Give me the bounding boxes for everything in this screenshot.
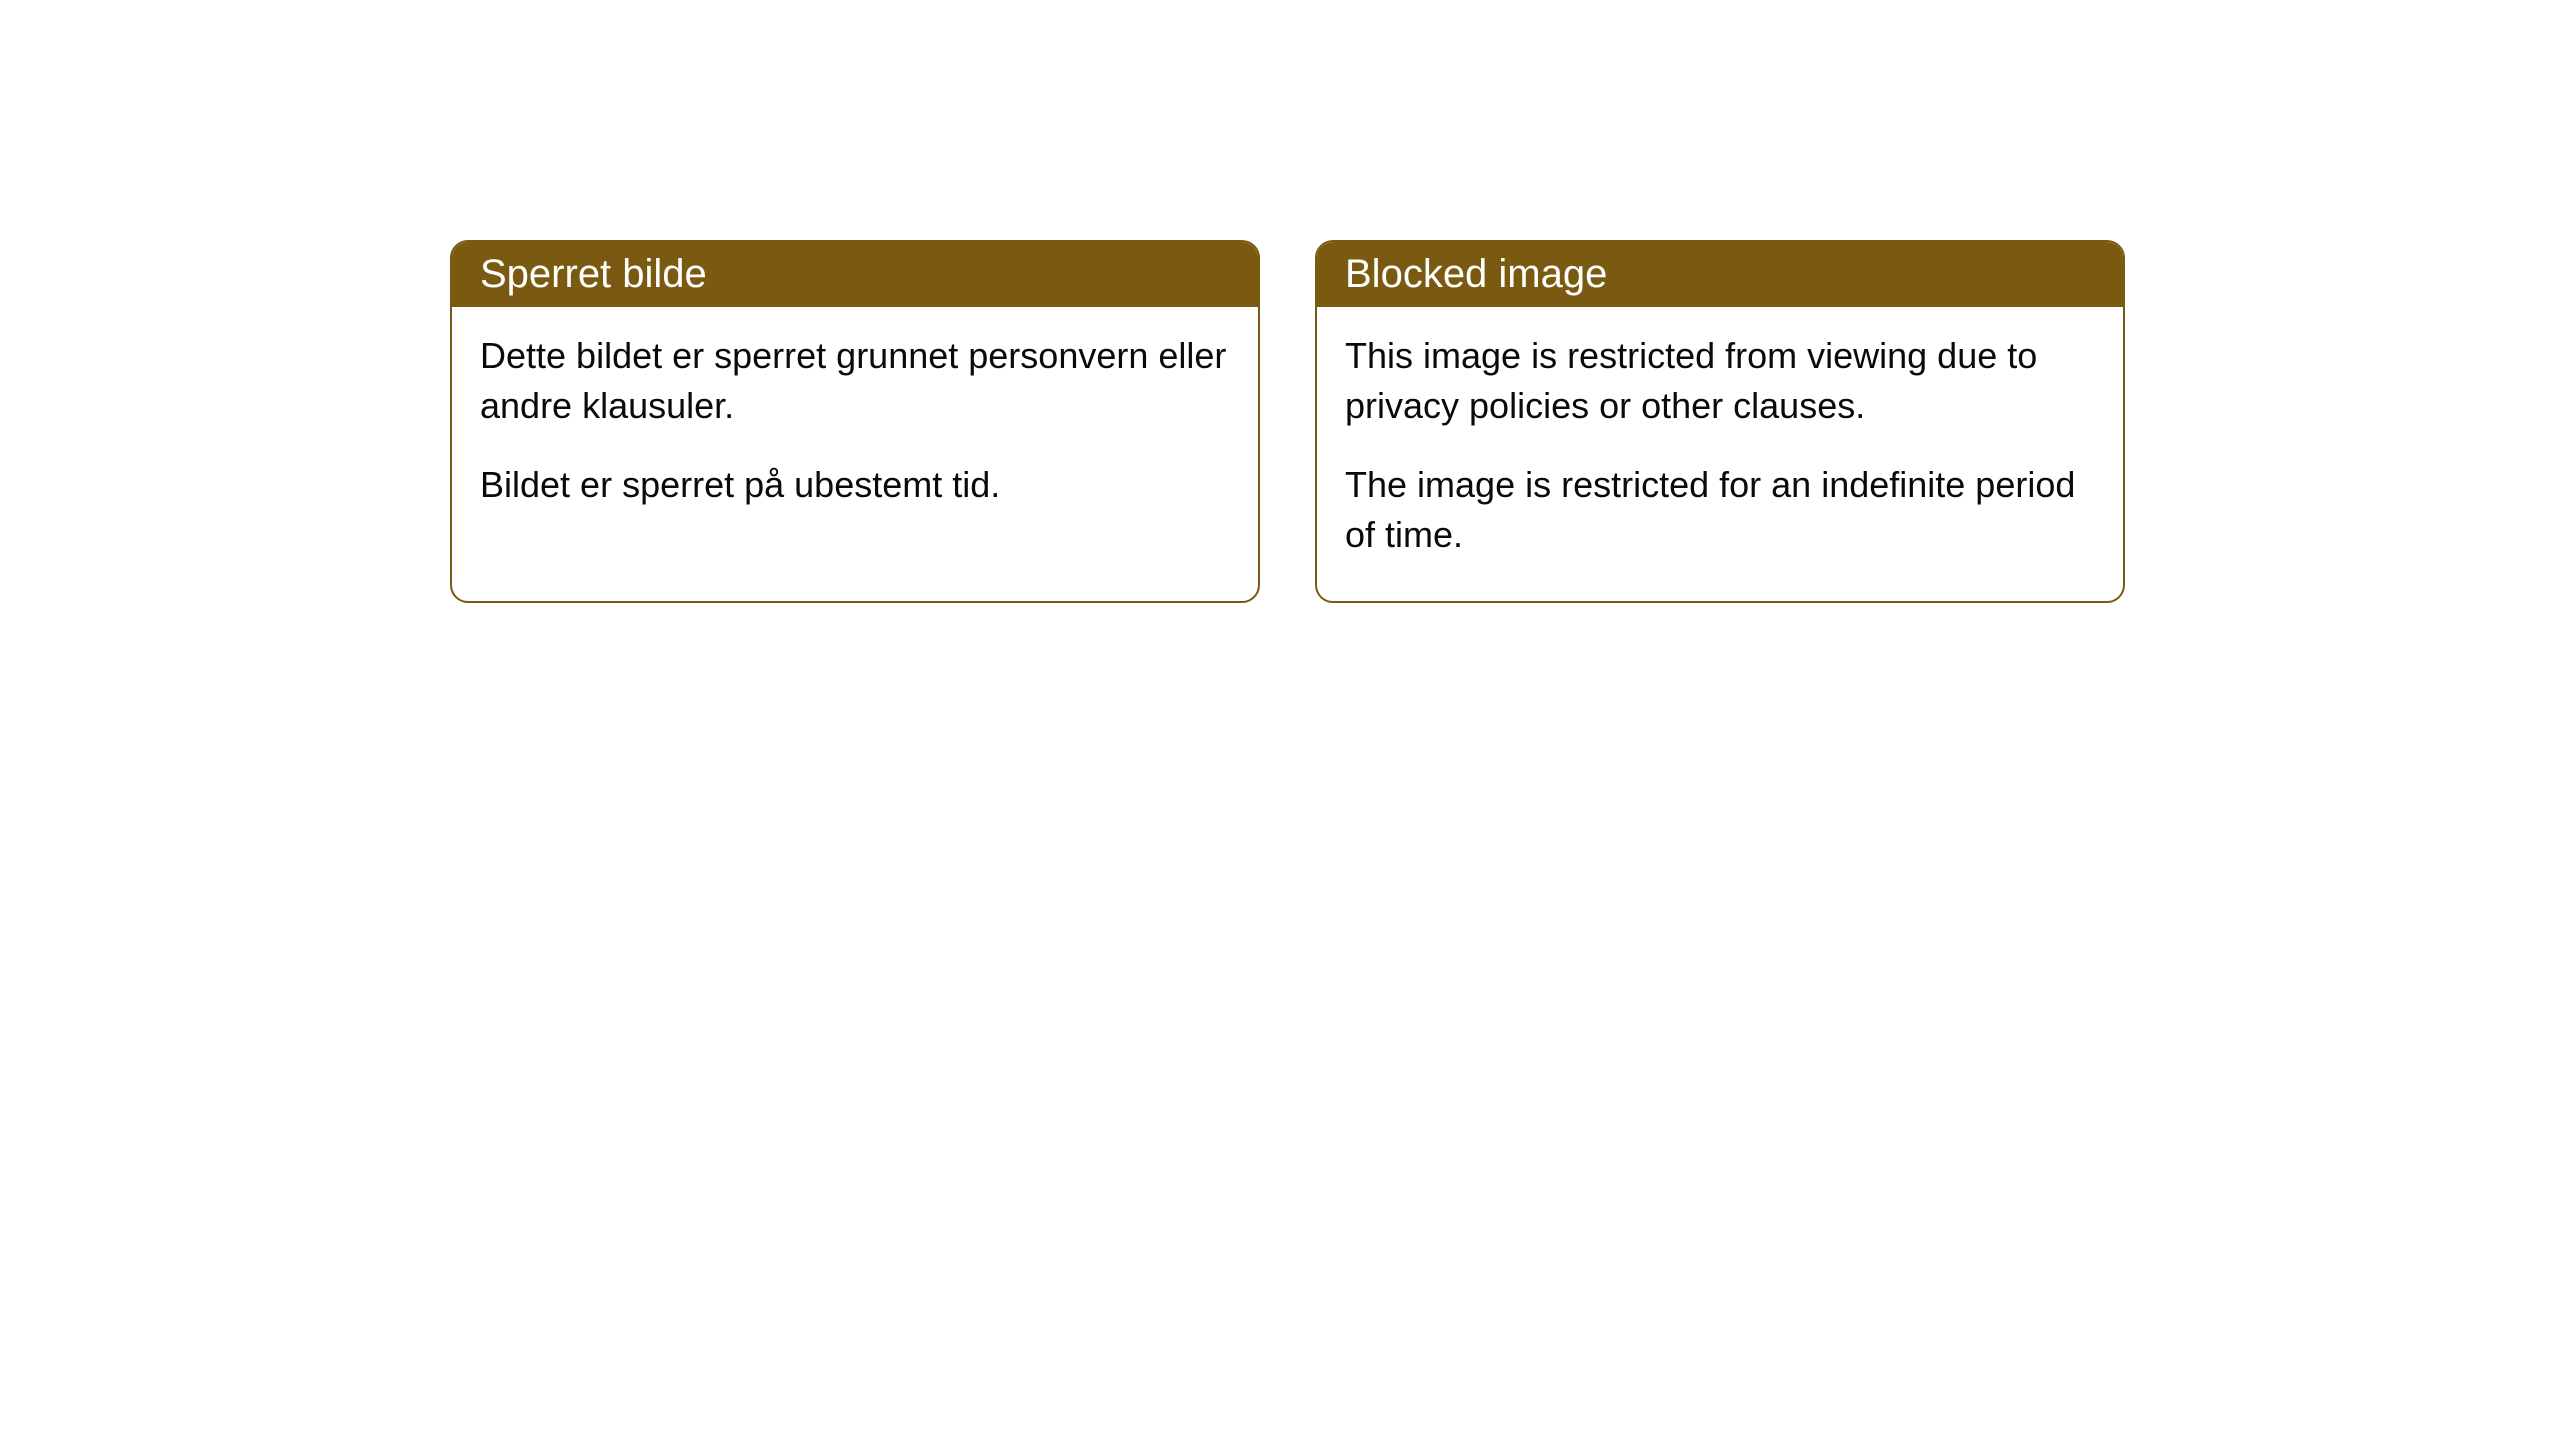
cards-container: Sperret bilde Dette bildet er sperret gr… — [450, 240, 2125, 603]
card-paragraph: Dette bildet er sperret grunnet personve… — [480, 331, 1230, 432]
card-header-english: Blocked image — [1317, 242, 2123, 307]
card-header-norwegian: Sperret bilde — [452, 242, 1258, 307]
card-paragraph: This image is restricted from viewing du… — [1345, 331, 2095, 432]
card-body-english: This image is restricted from viewing du… — [1317, 307, 2123, 601]
card-title: Blocked image — [1345, 252, 1607, 296]
card-english: Blocked image This image is restricted f… — [1315, 240, 2125, 603]
card-paragraph: Bildet er sperret på ubestemt tid. — [480, 460, 1230, 510]
card-body-norwegian: Dette bildet er sperret grunnet personve… — [452, 307, 1258, 550]
card-paragraph: The image is restricted for an indefinit… — [1345, 460, 2095, 561]
card-title: Sperret bilde — [480, 252, 707, 296]
card-norwegian: Sperret bilde Dette bildet er sperret gr… — [450, 240, 1260, 603]
